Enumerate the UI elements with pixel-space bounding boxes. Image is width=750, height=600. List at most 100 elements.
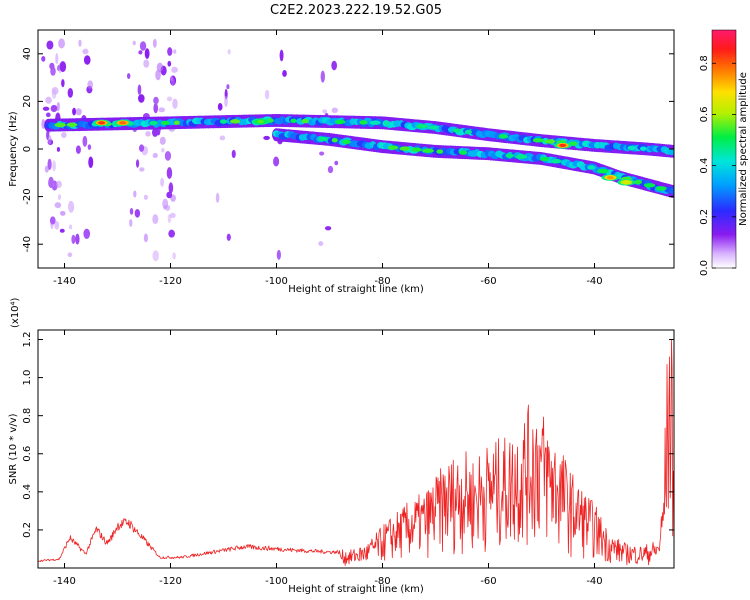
y-tick-label: 20	[22, 95, 33, 108]
heatmap-cell	[342, 139, 351, 144]
colorbar-tick-label: 0.2	[699, 209, 710, 225]
heatmap-cell	[263, 135, 270, 141]
heatmap-cell	[138, 94, 145, 103]
heatmap-cell	[50, 104, 58, 113]
heatmap-cell	[166, 191, 173, 199]
heatmap-cell	[78, 39, 82, 47]
heatmap-cell	[137, 84, 142, 96]
y-tick-label: 1.0	[22, 370, 33, 386]
heatmap-cell	[45, 112, 51, 118]
heatmap-cell	[152, 250, 159, 262]
heatmap-cell	[359, 120, 368, 125]
heatmap-cell	[158, 107, 166, 113]
heatmap-cell	[383, 121, 390, 126]
heatmap-cell	[436, 149, 444, 154]
x-tick-label: -40	[586, 276, 602, 287]
spectrogram-x-ticks: -140 -120 -100 -80 -60 -40	[53, 30, 603, 287]
heatmap-cell	[67, 87, 74, 98]
heatmap-cell	[83, 55, 91, 65]
heatmap-cell	[156, 62, 164, 72]
spectrogram-y-ticks: -40 -20 0 20 40	[22, 47, 674, 252]
heatmap-cell	[257, 120, 265, 124]
heatmap-cell	[132, 40, 136, 46]
heatmap-cell	[56, 101, 60, 112]
heatmap-cell	[133, 190, 137, 198]
heatmap-cell	[59, 61, 67, 73]
heatmap-cell	[290, 118, 297, 124]
heatmap-cell	[61, 79, 65, 88]
heatmap-cell	[505, 153, 514, 158]
heatmap-cell	[75, 145, 81, 154]
heatmap-cell	[301, 118, 309, 124]
heatmap-cell	[399, 146, 411, 151]
heatmap-cell	[67, 200, 75, 213]
y-tick-label: -20	[22, 188, 33, 204]
heatmap-cell	[331, 107, 339, 113]
heatmap-cell	[171, 66, 178, 73]
colorbar-ticks: 0.0 0.2 0.4 0.6 0.8	[699, 55, 736, 276]
heatmap-cell	[66, 122, 78, 127]
colorbar-label: Normalized spectral amplitude	[738, 72, 749, 226]
heatmap-cell	[68, 224, 73, 230]
heatmap-cell	[83, 228, 91, 239]
heatmap-cell	[160, 177, 165, 187]
heatmap-cell	[143, 194, 149, 200]
heatmap-cell	[167, 60, 172, 67]
snr-x-ticks: -140 -120 -100 -80 -60 -40	[53, 330, 603, 587]
snr-x-label: Height of straight line (km)	[288, 584, 424, 595]
x-tick-label: -40	[586, 576, 602, 587]
heatmap-cell	[87, 80, 94, 89]
heatmap-cell	[622, 180, 630, 184]
heatmap-cell	[143, 233, 149, 243]
heatmap-cell	[669, 187, 674, 195]
heatmap-cell	[322, 109, 328, 114]
colorbar-tick-label: 0.4	[699, 158, 710, 174]
heatmap-cell	[88, 156, 94, 169]
heatmap-cell	[227, 49, 231, 55]
heatmap-cell	[134, 209, 141, 218]
heatmap-cell	[57, 194, 61, 201]
heatmap-cell	[56, 146, 61, 152]
heatmap-cell	[144, 48, 150, 59]
colorbar-tick-label: 0.0	[699, 260, 710, 276]
heatmap-cell	[388, 145, 399, 150]
heatmap-cell	[229, 119, 241, 124]
heatmap-cell	[72, 107, 77, 116]
heatmap-cell	[331, 60, 338, 71]
x-tick-label: -60	[480, 576, 496, 587]
heatmap-cell	[145, 131, 151, 137]
heatmap-cell	[169, 212, 176, 218]
heatmap-cell	[155, 69, 161, 81]
x-tick-label: -60	[480, 276, 496, 287]
heatmap-cell	[219, 135, 226, 141]
heatmap-cell	[126, 73, 131, 79]
snr-y-label: SNR (10 * v/v)	[8, 413, 19, 484]
heatmap-cell	[217, 102, 223, 111]
heatmap-cell	[422, 148, 434, 153]
x-tick-label: -120	[159, 276, 182, 287]
heatmap-cell	[149, 120, 158, 126]
heatmap-cell	[54, 122, 66, 128]
heatmap-cell	[71, 234, 76, 244]
heatmap-cell	[168, 182, 174, 194]
heatmap-cell	[75, 108, 82, 116]
heatmap-cell	[532, 138, 545, 143]
heatmap-cell	[318, 136, 328, 142]
heatmap-cell	[129, 219, 133, 227]
heatmap-cell	[655, 186, 667, 191]
heatmap-cell	[153, 96, 159, 105]
snr-frame	[37, 329, 675, 569]
heatmap-cell	[47, 135, 52, 145]
heatmap-cell	[47, 158, 52, 171]
heatmap-cell	[173, 49, 177, 54]
heatmap-cell	[331, 137, 338, 143]
heatmap-cell	[138, 144, 145, 152]
heatmap-cell	[51, 88, 57, 99]
heatmap-cell	[428, 125, 438, 130]
heatmap-cell	[151, 127, 159, 137]
heatmap-cell	[215, 192, 220, 203]
heatmap-cell	[318, 241, 324, 247]
heatmap-cell	[515, 154, 528, 159]
heatmap-cell	[143, 59, 150, 68]
heatmap-cell	[42, 106, 50, 111]
